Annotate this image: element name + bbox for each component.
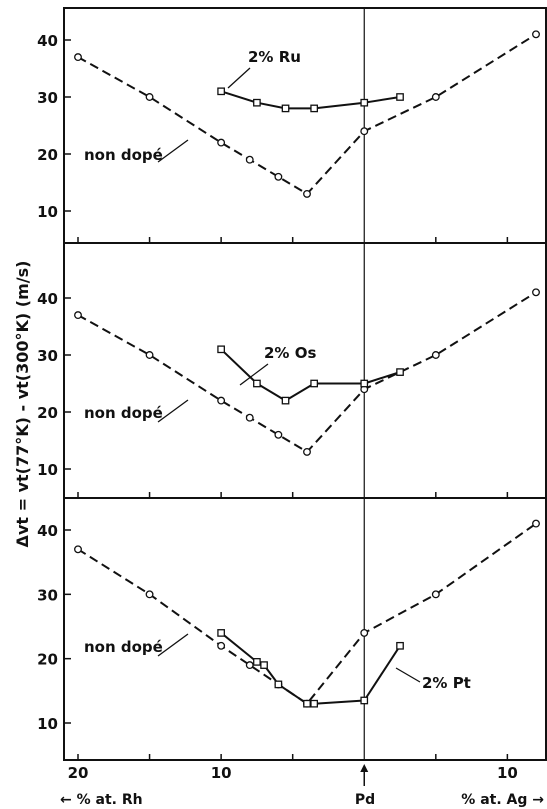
data-point-square [253,658,261,666]
annotation-leader [239,363,269,386]
data-point-square [396,368,404,376]
series-annotation: 2% Pt [422,674,471,692]
data-point-circle [431,590,440,599]
series-annotation: 2% Ru [248,48,301,66]
y-tick-label: 30 [37,586,58,604]
data-point-circle [74,545,82,554]
series-line [77,33,537,195]
x-tick-label: 10 [211,764,232,782]
data-point-circle [217,138,226,147]
series-annotation: non dopé [84,146,163,164]
x-tick-label: 10 [497,764,518,782]
x-axis-left-label: ← % at. Rh [60,792,143,808]
y-tick-label: 10 [37,715,58,733]
pd-arrow-head [360,764,369,772]
data-point-square [360,696,369,705]
data-point-circle [360,127,369,136]
x-axis: ← % at. Rh Pd % at. Ag → 20 10 10 [60,764,544,808]
annotation-leader [227,67,251,89]
data-point-circle [217,641,226,650]
data-point-circle [532,519,540,528]
y-tick-label: 20 [37,404,58,422]
data-point-square [310,104,319,113]
data-point-square [396,93,404,101]
series-line [220,348,401,402]
x-axis-center-label: Pd [355,792,375,808]
data-point-circle [245,413,254,422]
data-point-square [310,699,319,708]
data-point-circle [431,93,440,101]
annotation-leader [157,139,189,163]
panel-2: 10 20 30 40 2% Os non dopé [37,242,547,499]
data-point-circle [145,351,154,359]
data-point-square [310,379,319,388]
panel-frame [63,242,547,499]
data-point-square [360,379,369,388]
y-tick-label: 40 [37,522,58,540]
x-tick-label: 20 [68,764,89,782]
y-axis-label: Δvt = vt(77°K) - vt(300°K) (m/s) [13,261,32,548]
data-point-circle [145,93,154,101]
data-point-circle [245,661,254,670]
data-point-circle [145,590,154,599]
series-line [77,291,537,453]
series-line [220,90,401,110]
y-tick-label: 40 [37,290,58,308]
data-point-circle [303,189,311,198]
y-tick-label: 40 [37,32,58,50]
data-point-square [396,641,404,650]
panel-1: 10 20 30 40 2% Ru non dopé [37,7,547,244]
series-annotation: non dopé [84,638,163,656]
panels: 10 20 30 40 2% Ru non dopé 10 20 30 40 2% Os non do… [37,7,547,761]
series-annotation: non dopé [84,404,163,422]
data-point-circle [217,396,226,405]
y-tick-label: 20 [37,651,58,669]
data-point-square [360,98,369,107]
data-point-circle [360,628,369,637]
data-point-square [303,699,311,708]
data-point-circle [274,430,283,439]
panel-3: 10 20 30 40 2% Pt non dopé [37,497,547,761]
data-point-circle [274,172,283,181]
y-tick-label: 10 [37,203,58,221]
y-tick-label: 20 [37,146,58,164]
data-point-circle [303,447,311,456]
panel-frame [63,7,547,244]
data-point-circle [532,30,540,39]
data-point-circle [74,53,82,62]
series-annotation: 2% Os [264,344,316,362]
y-tick-label: 30 [37,89,58,107]
panel-frame [63,497,547,761]
data-point-square [253,379,261,388]
data-point-square [274,680,283,689]
data-point-square [281,396,290,405]
y-tick-label: 10 [37,461,58,479]
data-point-circle [245,155,254,164]
data-point-square [217,629,225,637]
data-point-circle [431,351,440,359]
data-point-circle [532,288,540,297]
data-point-square [281,104,290,113]
data-point-square [217,87,225,96]
data-point-circle [74,311,82,320]
data-point-square [217,345,225,354]
annotation-leader [395,667,421,683]
x-axis-right-label: % at. Ag → [461,792,544,808]
annotation-leader [157,633,189,657]
data-point-square [260,661,268,669]
y-tick-label: 30 [37,347,58,365]
data-point-square [253,98,261,107]
annotation-leader [157,399,189,423]
